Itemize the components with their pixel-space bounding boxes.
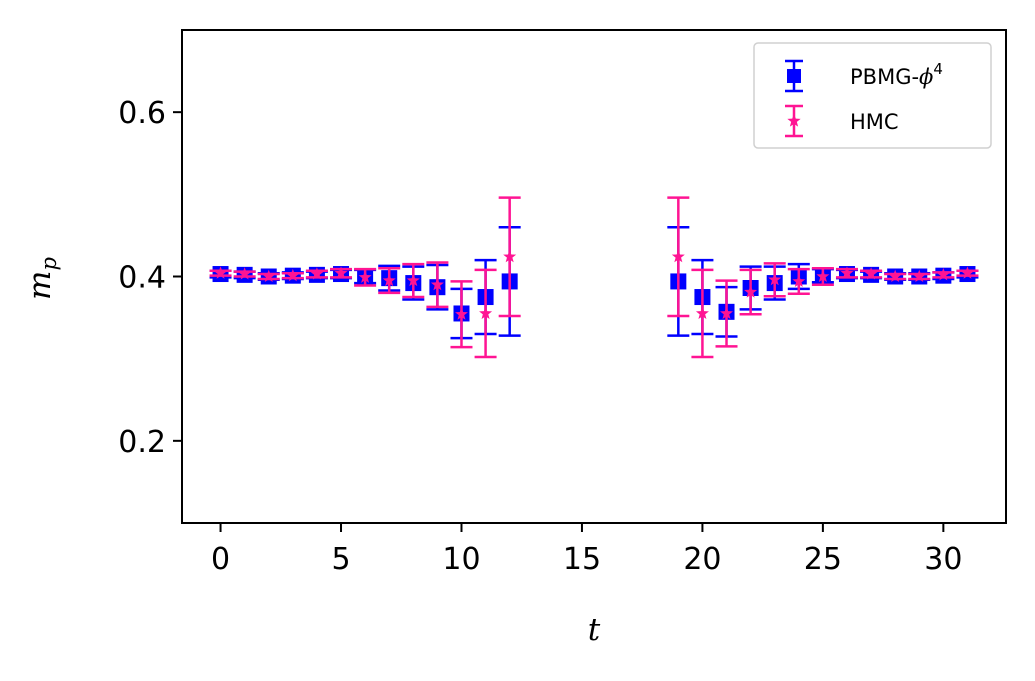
data-point-star bbox=[888, 269, 902, 283]
x-tick-label: 5 bbox=[331, 542, 350, 577]
legend-square-marker bbox=[787, 69, 801, 83]
legend-label-pbmg: PBMG-ϕ4 bbox=[850, 60, 943, 89]
x-tick-label: 25 bbox=[804, 542, 842, 577]
data-point-star bbox=[455, 307, 468, 320]
x-axis-label: t bbox=[588, 612, 601, 648]
data-point-star bbox=[720, 306, 733, 319]
data-point-star bbox=[382, 273, 396, 287]
x-tick-label: 20 bbox=[683, 542, 721, 577]
data-point-star bbox=[960, 266, 974, 279]
data-point-star bbox=[310, 267, 324, 280]
legend-label-pbmg-sup: 4 bbox=[933, 60, 943, 78]
legend-label-pbmg-phi: ϕ bbox=[919, 65, 933, 89]
data-point-star bbox=[792, 274, 806, 287]
data-point-star bbox=[864, 267, 878, 280]
series-pbmg bbox=[209, 225, 979, 340]
data-point-star bbox=[671, 249, 685, 263]
y-axis-label-main: m bbox=[22, 271, 58, 300]
data-point-star bbox=[430, 277, 444, 291]
data-point-star bbox=[286, 268, 300, 282]
data-point-star bbox=[768, 272, 782, 286]
data-point-star bbox=[744, 285, 758, 298]
data-point-star bbox=[840, 266, 854, 279]
y-axis: 0.2 0.4 0.6 bbox=[118, 96, 182, 460]
data-point-star bbox=[695, 306, 709, 319]
data-point-star bbox=[936, 268, 950, 281]
x-tick-label: 0 bbox=[211, 542, 230, 577]
legend-marker-pbmg bbox=[785, 59, 803, 93]
chart-marks bbox=[209, 196, 979, 359]
data-point-star bbox=[214, 266, 228, 279]
legend-box bbox=[753, 42, 992, 149]
series-hmc bbox=[209, 196, 979, 359]
x-tick-label: 30 bbox=[924, 542, 962, 577]
y-axis-label: mp bbox=[22, 257, 61, 300]
data-point-star bbox=[262, 269, 276, 283]
data-point-star bbox=[238, 267, 252, 280]
y-tick-label: 0.4 bbox=[118, 261, 166, 296]
data-point-star bbox=[334, 266, 348, 279]
legend-marker-hmc bbox=[785, 104, 803, 138]
data-point-star bbox=[816, 269, 830, 283]
data-point-star bbox=[406, 273, 420, 287]
y-tick-label: 0.2 bbox=[118, 425, 166, 460]
legend-label-hmc: HMC bbox=[850, 110, 899, 134]
data-point-star bbox=[912, 269, 926, 283]
legend-label-pbmg-main: PBMG- bbox=[850, 65, 919, 89]
legend-star-marker bbox=[787, 114, 801, 127]
y-axis-label-subscript: p bbox=[37, 257, 61, 270]
x-axis: 0 5 10 15 20 25 30 bbox=[211, 523, 962, 577]
data-point-star bbox=[503, 249, 517, 263]
legend: PBMG-ϕ4 HMC bbox=[753, 42, 992, 149]
x-tick-label: 15 bbox=[563, 542, 601, 577]
data-point-star bbox=[479, 306, 493, 319]
x-tick-label: 10 bbox=[442, 542, 480, 577]
y-tick-label: 0.6 bbox=[118, 96, 166, 131]
data-point-star bbox=[358, 270, 372, 283]
